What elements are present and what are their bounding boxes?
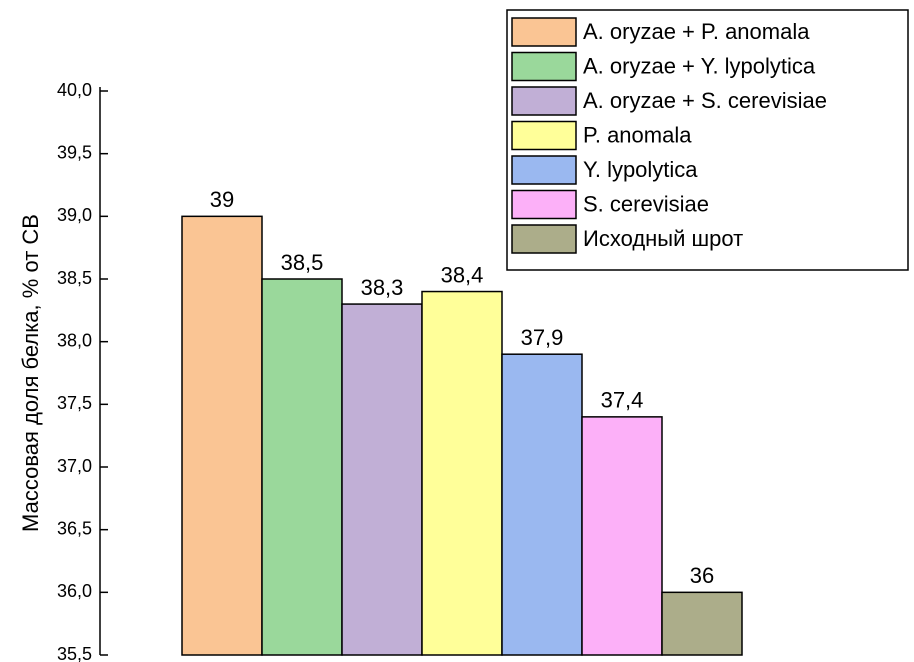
value-label: 39	[210, 187, 234, 212]
value-label: 36	[690, 563, 714, 588]
legend-swatch	[511, 86, 577, 116]
y-tick-label: 37,0	[57, 456, 92, 476]
y-tick-label: 36,5	[57, 518, 92, 538]
bar	[421, 290, 503, 656]
legend-label: S. cerevisiae	[583, 191, 709, 216]
legend-swatch	[511, 155, 577, 185]
value-label: 38,3	[361, 275, 404, 300]
value-label: 38,4	[441, 262, 484, 287]
legend-swatch	[511, 51, 577, 82]
value-label: 37,4	[601, 388, 644, 413]
y-tick-label: 35,5	[57, 644, 92, 662]
bar	[181, 215, 263, 656]
y-tick-label: 39,5	[57, 142, 92, 162]
y-tick-label: 38,5	[57, 268, 92, 288]
y-tick-label: 39,0	[57, 205, 92, 225]
bar	[581, 416, 663, 656]
value-label: 38,5	[281, 250, 324, 275]
legend-swatch	[511, 224, 577, 254]
y-axis-label: Массовая доля белка, % от СВ	[18, 214, 43, 532]
legend-swatch	[511, 17, 577, 47]
y-tick-label: 40,0	[57, 80, 92, 100]
legend-label: Y. lypolytica	[583, 157, 698, 182]
legend-label: A. oryzae + Y. lypolytica	[583, 53, 816, 78]
y-tick-label: 38,0	[57, 330, 92, 350]
bar	[341, 303, 423, 656]
legend-swatch	[511, 189, 577, 220]
value-label: 37,9	[521, 325, 564, 350]
bar	[501, 353, 583, 656]
legend-label: P. anomala	[583, 122, 692, 147]
legend-swatch	[511, 120, 577, 151]
legend-label: A. oryzae + P. anomala	[583, 19, 810, 44]
y-tick-label: 37,5	[57, 393, 92, 413]
bar	[661, 591, 743, 656]
bar	[261, 278, 343, 656]
legend-label: A. oryzae + S. cerevisiae	[583, 88, 827, 113]
y-tick-label: 36,0	[57, 581, 92, 601]
legend-label: Исходный шрот	[583, 226, 743, 251]
